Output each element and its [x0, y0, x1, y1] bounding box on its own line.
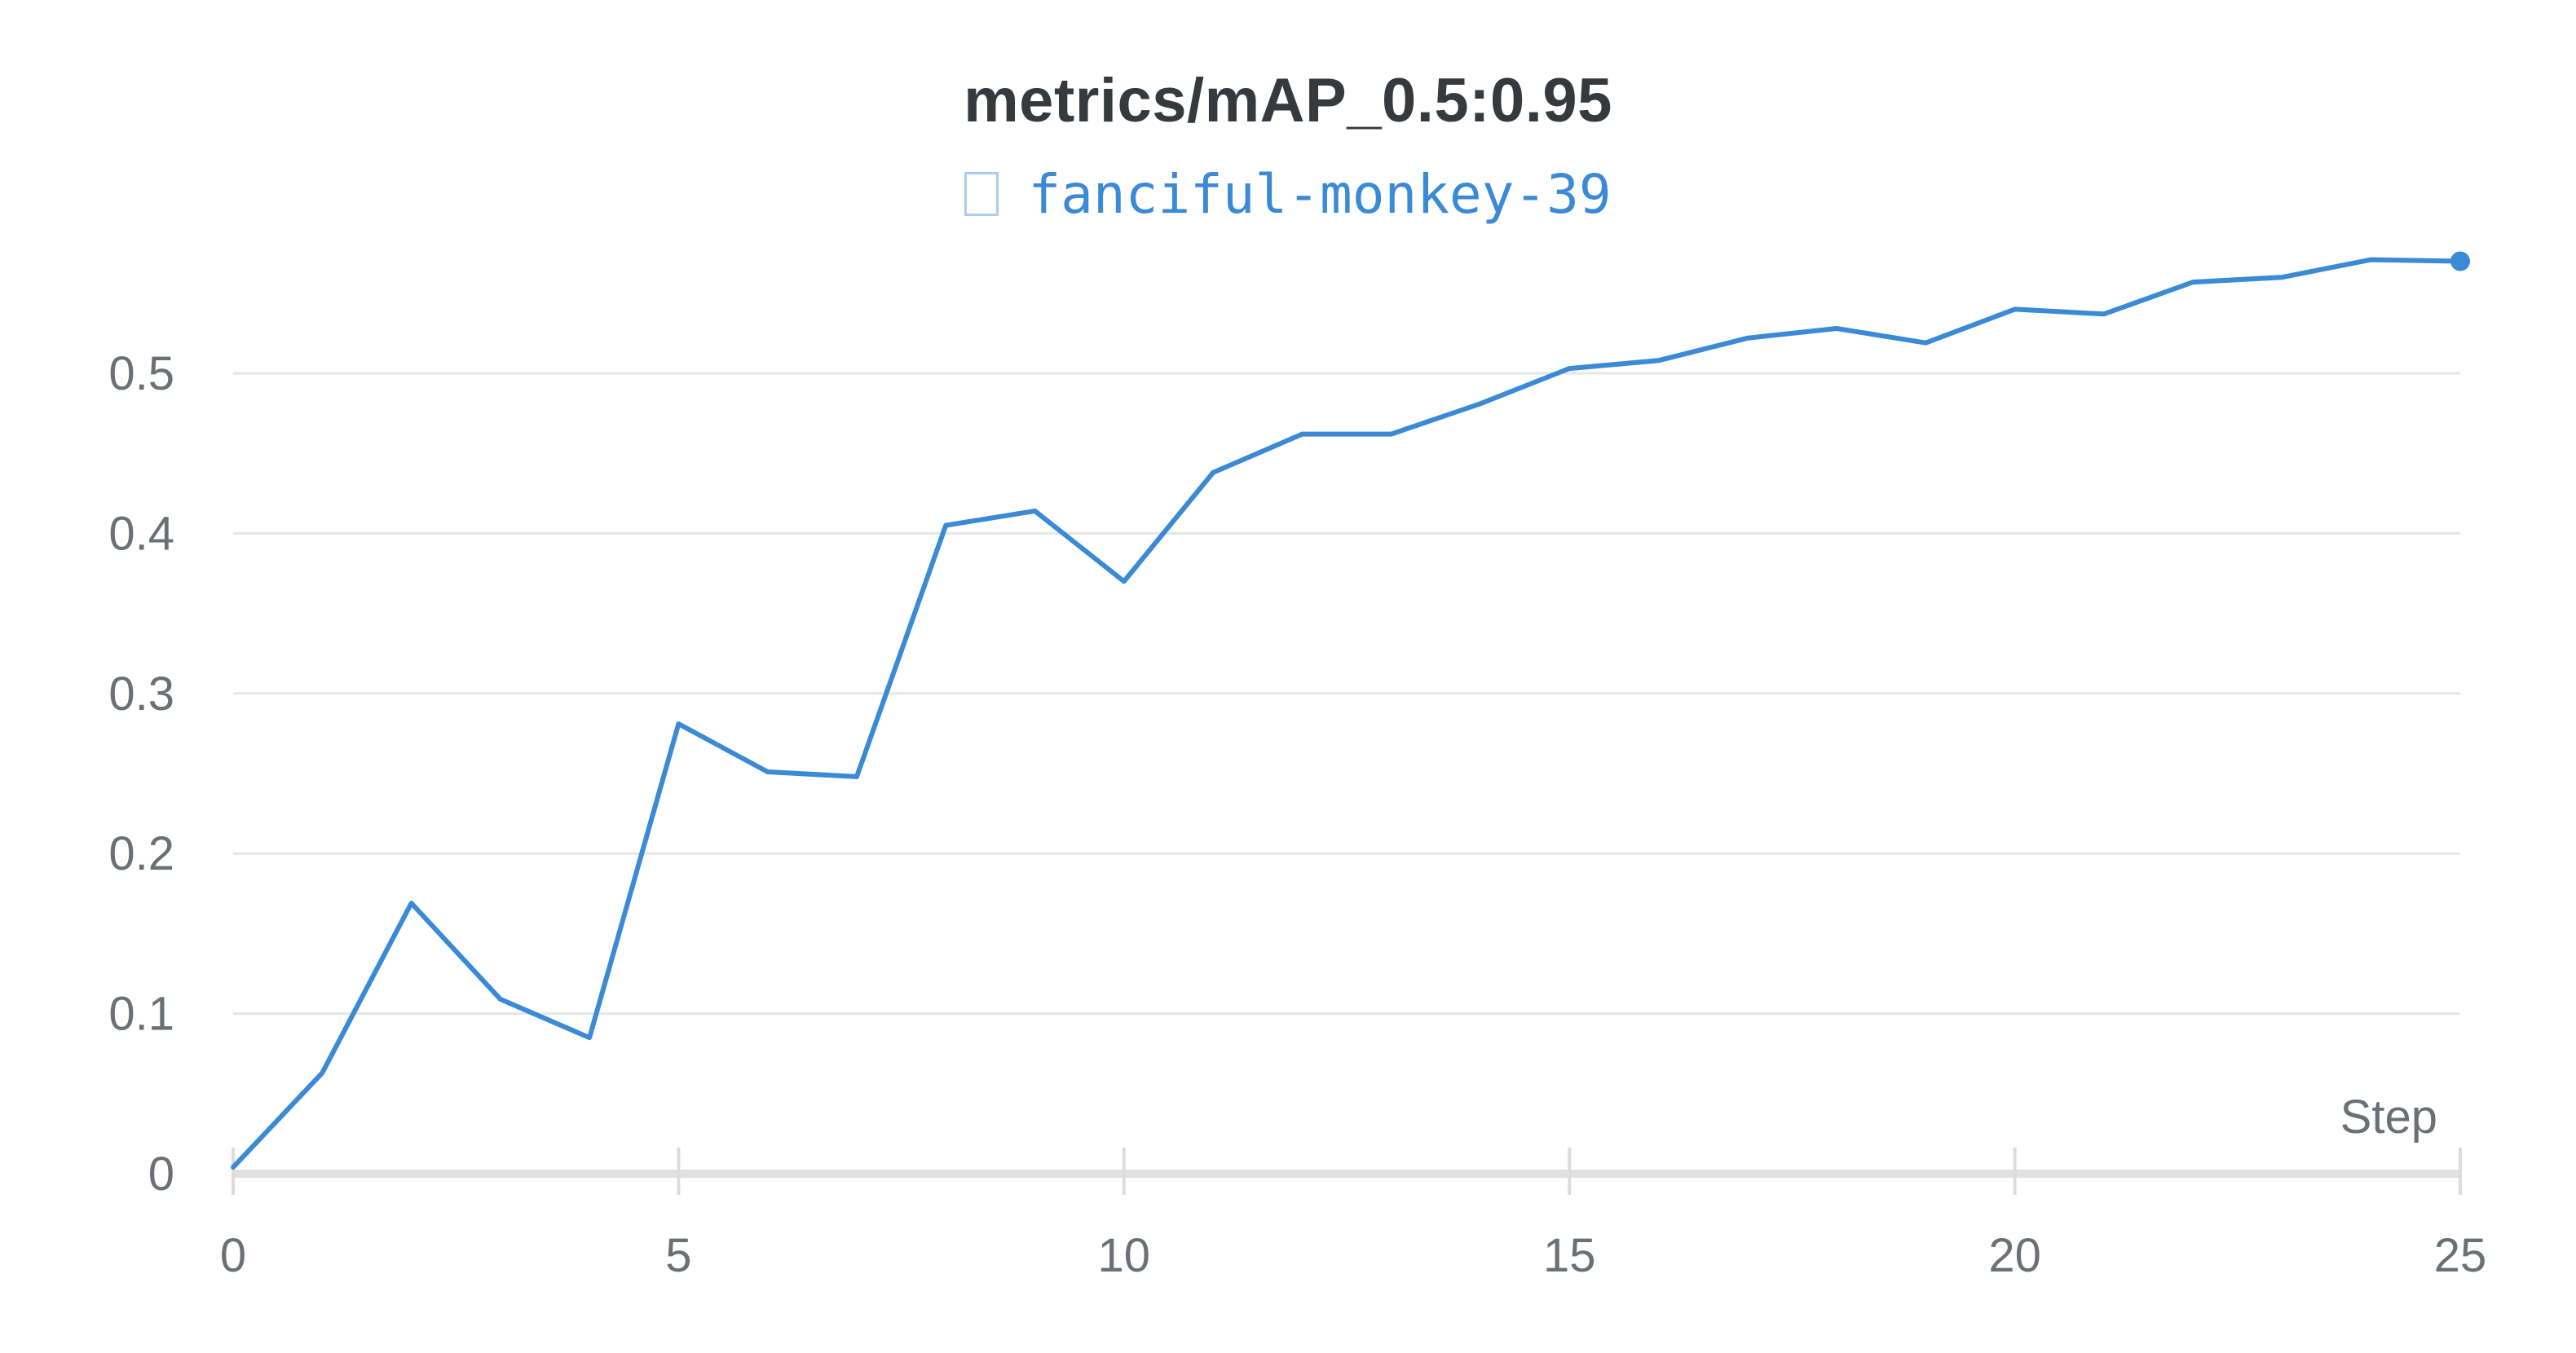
- y-tick-label: 0.4: [108, 507, 174, 560]
- x-axis-label: Step: [2340, 1091, 2437, 1144]
- y-tick-label: 0.3: [108, 668, 174, 721]
- y-tick-label: 0.2: [108, 827, 174, 880]
- x-tick-label: 20: [1988, 1229, 2041, 1282]
- chart-title: metrics/mAP_0.5:0.95: [964, 66, 1612, 135]
- series-end-point[interactable]: [2450, 251, 2470, 271]
- legend[interactable]: fanciful-monkey-39: [0, 163, 2576, 226]
- x-tick-label: 5: [665, 1229, 691, 1282]
- x-tick-label: 25: [2434, 1229, 2487, 1282]
- x-tick-label: 0: [220, 1229, 246, 1282]
- y-tick-label: 0: [148, 1148, 174, 1201]
- legend-series-label: fanciful-monkey-39: [1028, 163, 1612, 226]
- x-tick-label: 10: [1098, 1229, 1151, 1282]
- legend-swatch-icon: [964, 172, 999, 216]
- series-line[interactable]: [231, 257, 2463, 1170]
- y-tick-label: 0.1: [108, 988, 174, 1041]
- x-tick-label: 15: [1543, 1229, 1596, 1282]
- y-tick-label: 0.5: [108, 347, 174, 400]
